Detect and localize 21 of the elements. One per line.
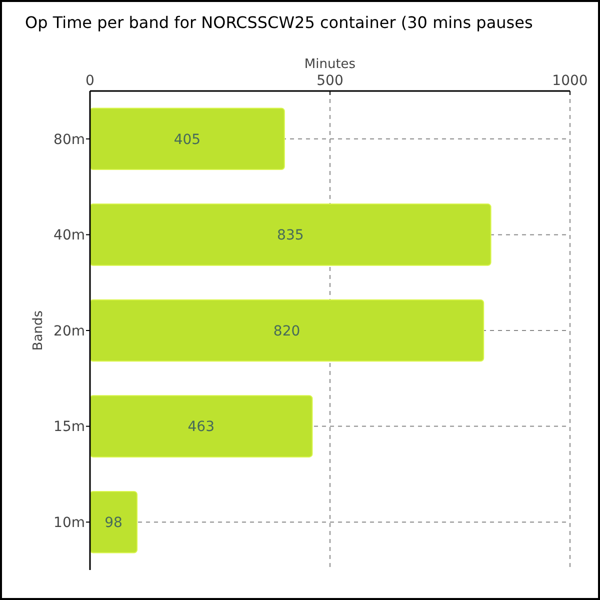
data-label: 98 bbox=[104, 515, 122, 531]
data-label: 820 bbox=[273, 323, 300, 340]
chart-title: Op Time per band for NORCSSCW25 container (30 mins pauses bbox=[25, 13, 533, 32]
bar bbox=[90, 299, 484, 362]
y-tick-label: 40m bbox=[54, 228, 85, 244]
bar bbox=[90, 490, 138, 554]
data-label: 463 bbox=[188, 419, 214, 436]
y-tick-label: 80m bbox=[54, 132, 85, 148]
data-label: 835 bbox=[277, 228, 304, 244]
bar bbox=[90, 108, 285, 170]
data-label: 405 bbox=[174, 132, 201, 148]
x-tick-label: 0 bbox=[86, 73, 94, 89]
x-axis-title: Minutes bbox=[304, 57, 356, 72]
bar bbox=[90, 395, 313, 458]
y-axis-title: Bands bbox=[31, 310, 46, 351]
x-tick-label: 1000 bbox=[552, 73, 588, 89]
y-tick-label: 10m bbox=[54, 515, 85, 531]
y-tick-label: 15m bbox=[54, 419, 85, 436]
y-tick-label: 20m bbox=[54, 323, 85, 340]
x-tick-label: 500 bbox=[316, 73, 344, 89]
bar bbox=[90, 204, 492, 266]
